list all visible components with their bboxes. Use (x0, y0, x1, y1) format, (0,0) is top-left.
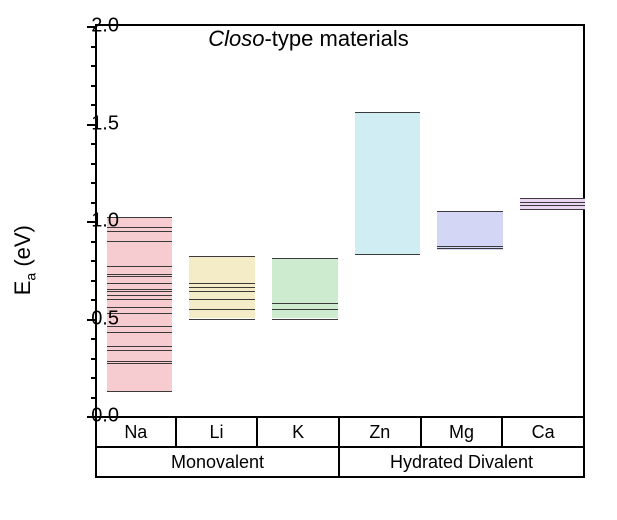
x-category-ca: Ca (501, 416, 585, 448)
range-box-zn (355, 112, 421, 254)
x-group-monovalent: Monovalent (95, 446, 340, 478)
range-box-ca (520, 198, 586, 210)
y-tick-minor (91, 65, 97, 67)
y-tick-minor (91, 163, 97, 165)
y-tick-label: 1.5 (79, 112, 119, 135)
data-line (107, 291, 173, 292)
y-tick-minor (91, 358, 97, 360)
data-line (437, 246, 503, 247)
range-box-mg (437, 211, 503, 250)
data-line (272, 319, 338, 320)
y-tick-minor (91, 85, 97, 87)
data-line (107, 361, 173, 362)
data-line (189, 283, 255, 284)
data-line (107, 266, 173, 267)
data-line (189, 309, 255, 310)
data-line (520, 209, 586, 210)
y-tick-minor (91, 338, 97, 340)
y-tick-minor (91, 202, 97, 204)
data-line (107, 391, 173, 392)
y-tick-label: 0.5 (79, 307, 119, 330)
data-line (107, 274, 173, 275)
data-line (189, 291, 255, 292)
data-line (189, 256, 255, 257)
data-line (107, 276, 173, 277)
data-line (355, 112, 421, 113)
data-line (520, 202, 586, 203)
data-line (272, 309, 338, 310)
data-line (107, 363, 173, 364)
y-tick-minor (91, 260, 97, 262)
plot-area (95, 24, 585, 418)
y-tick-minor (91, 377, 97, 379)
y-tick-minor (91, 46, 97, 48)
y-tick-minor (91, 397, 97, 399)
data-line (355, 254, 421, 255)
data-line (107, 289, 173, 290)
y-tick-minor (91, 280, 97, 282)
data-line (272, 303, 338, 304)
data-line (189, 299, 255, 300)
y-tick-minor (91, 182, 97, 184)
y-tick-label: 2.0 (79, 15, 119, 38)
data-line (189, 319, 255, 320)
data-line (437, 211, 503, 212)
data-line (107, 346, 173, 347)
y-tick-minor (91, 104, 97, 106)
data-line (437, 248, 503, 249)
data-line (520, 205, 586, 206)
data-line (107, 241, 173, 242)
chart-canvas: Closo-type materials Ea (eV) NaLiKZnMgCa… (0, 0, 617, 520)
y-tick-minor (91, 241, 97, 243)
data-line (189, 287, 255, 288)
y-tick-minor (91, 143, 97, 145)
data-line (107, 283, 173, 284)
data-line (107, 299, 173, 300)
y-tick-label: 1.0 (79, 210, 119, 233)
x-group-hydrated-divalent: Hydrated Divalent (338, 446, 585, 478)
data-line (520, 198, 586, 199)
data-line (272, 258, 338, 259)
x-category-k: K (256, 416, 340, 448)
x-category-mg: Mg (420, 416, 504, 448)
x-category-li: Li (175, 416, 259, 448)
y-axis-label: Ea (eV) (12, 0, 36, 520)
y-tick-label: 0.0 (79, 405, 119, 428)
x-category-zn: Zn (338, 416, 422, 448)
data-line (107, 332, 173, 333)
data-line (107, 295, 173, 296)
y-tick-minor (91, 299, 97, 301)
range-box-na (107, 217, 173, 391)
data-line (107, 350, 173, 351)
